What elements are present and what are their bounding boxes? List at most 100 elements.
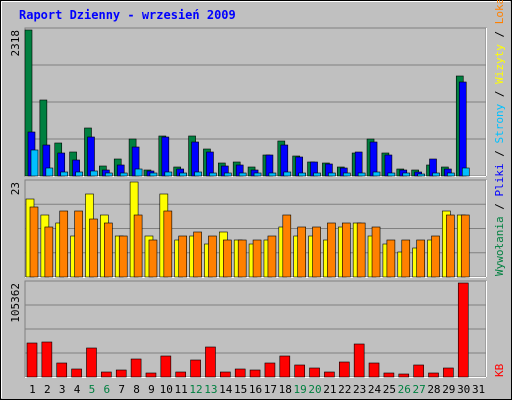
x-tick-label: 27 xyxy=(412,383,425,396)
bar-strony-day-20 xyxy=(313,172,321,177)
bar-strony-day-22 xyxy=(342,172,351,177)
bar-kb-day-6 xyxy=(101,371,112,378)
x-tick-label: 6 xyxy=(103,383,110,396)
x-tick-label: 11 xyxy=(175,383,188,396)
bar-pliki-day-13 xyxy=(206,151,214,177)
bar-lokalizacje-day-17 xyxy=(267,235,277,278)
bar-strony-day-12 xyxy=(194,171,202,177)
bar-kb-day-11 xyxy=(175,371,187,378)
bar-kb-day-28 xyxy=(428,372,439,378)
bar-strony-day-8 xyxy=(134,168,143,177)
bar-lokalizacje-day-22 xyxy=(341,222,351,278)
bar-kb-day-23 xyxy=(353,343,365,378)
bar-lokalizacje-day-7 xyxy=(118,235,128,278)
bar-pliki-day-23 xyxy=(354,151,363,177)
bar-pliki-day-10 xyxy=(161,136,170,177)
x-tick-label: 18 xyxy=(279,383,292,396)
bar-kb-day-24 xyxy=(368,362,380,378)
bar-kb-day-17 xyxy=(264,362,276,378)
bar-kb-day-22 xyxy=(338,361,350,378)
bar-lokalizacje-day-2 xyxy=(44,226,54,278)
x-tick-label: 22 xyxy=(338,383,351,396)
bar-strony-day-30 xyxy=(461,167,470,177)
bar-strony-day-1 xyxy=(30,149,39,177)
bar-kb-day-5 xyxy=(86,347,97,378)
x-tick-label: 24 xyxy=(368,383,382,396)
x-tick-label: 8 xyxy=(133,383,140,396)
x-tick-label: 12 xyxy=(189,383,202,396)
bar-kb-day-20 xyxy=(309,367,320,378)
x-tick-label: 5 xyxy=(89,383,96,396)
bar-lokalizacje-day-26 xyxy=(401,239,411,278)
x-tick-label: 15 xyxy=(234,383,247,396)
legend-entry: Pliki xyxy=(493,163,506,196)
x-tick-label: 23 xyxy=(353,383,366,396)
bar-lokalizacje-day-30 xyxy=(460,214,470,278)
bar-kb-day-13 xyxy=(205,346,216,378)
bar-kb-day-15 xyxy=(234,368,246,378)
bar-kb-day-30 xyxy=(457,282,469,378)
bar-lokalizacje-day-4 xyxy=(74,210,83,278)
x-tick-label: 25 xyxy=(383,383,396,396)
legend-entry: Wizyty xyxy=(493,44,506,84)
bar-strony-day-10 xyxy=(164,171,173,177)
bar-strony-day-25 xyxy=(387,172,396,177)
bar-pliki-day-5 xyxy=(87,136,95,177)
bar-strony-day-5 xyxy=(90,170,98,177)
bar-strony-day-4 xyxy=(75,171,83,177)
bar-lokalizacje-day-13 xyxy=(208,235,217,278)
bar-pliki-day-24 xyxy=(369,141,378,177)
x-tick-label: 28 xyxy=(427,383,440,396)
bar-strony-day-26 xyxy=(402,172,411,177)
legend-entry: / xyxy=(493,84,506,104)
bar-kb-day-8 xyxy=(130,358,142,378)
bar-pliki-day-18 xyxy=(280,144,289,177)
bar-kb-day-26 xyxy=(398,373,410,378)
x-tick-label: 2 xyxy=(44,383,51,396)
x-tick-label: 3 xyxy=(59,383,66,396)
bar-lokalizacje-day-9 xyxy=(148,239,158,278)
bar-lokalizacje-day-12 xyxy=(193,231,202,278)
bar-strony-day-27 xyxy=(417,173,425,177)
x-tick-label: 4 xyxy=(74,383,81,396)
bar-strony-day-29 xyxy=(447,172,455,177)
panel-max-label: 105362 xyxy=(9,283,22,323)
legend-top-series: Wywołania / Pliki / Strony / Wizyty / Lo… xyxy=(493,0,506,276)
bar-lokalizacje-day-3 xyxy=(59,210,69,278)
bar-strony-day-23 xyxy=(357,172,366,177)
x-tick-label: 29 xyxy=(442,383,455,396)
x-tick-label: 7 xyxy=(118,383,125,396)
bar-lokalizacje-day-11 xyxy=(178,235,188,278)
x-tick-label: 26 xyxy=(398,383,411,396)
x-tick-label: 1 xyxy=(29,383,36,396)
bar-strony-day-18 xyxy=(283,171,292,177)
bar-strony-day-7 xyxy=(119,172,128,177)
x-tick-label: 14 xyxy=(219,383,233,396)
x-tick-label: 30 xyxy=(457,383,470,396)
bar-strony-day-13 xyxy=(209,172,217,177)
bar-lokalizacje-day-14 xyxy=(223,239,232,278)
bar-lokalizacje-day-10 xyxy=(163,210,173,278)
bar-lokalizacje-day-5 xyxy=(89,218,98,278)
bar-strony-day-14 xyxy=(224,172,232,177)
x-tick-label: 16 xyxy=(249,383,262,396)
bar-kb-day-25 xyxy=(383,372,395,378)
bar-kb-day-16 xyxy=(249,369,261,378)
bar-lokalizacje-day-15 xyxy=(237,239,247,278)
legend-entry: / xyxy=(493,197,506,217)
x-tick-label: 10 xyxy=(160,383,173,396)
bar-lokalizacje-day-18 xyxy=(282,214,292,278)
x-tick-label: 13 xyxy=(204,383,217,396)
bar-kb-day-27 xyxy=(413,364,424,378)
bar-strony-day-15 xyxy=(238,172,247,177)
bar-lokalizacje-day-28 xyxy=(431,235,440,278)
x-tick-label: 20 xyxy=(308,383,321,396)
bar-lokalizacje-day-29 xyxy=(446,214,455,278)
legend-entry: / xyxy=(493,24,506,44)
bar-kb-day-19 xyxy=(294,364,305,378)
bar-strony-day-21 xyxy=(328,172,336,177)
bar-lokalizacje-day-19 xyxy=(297,226,306,278)
bar-pliki-day-12 xyxy=(191,141,199,177)
bar-kb-day-7 xyxy=(115,369,127,378)
